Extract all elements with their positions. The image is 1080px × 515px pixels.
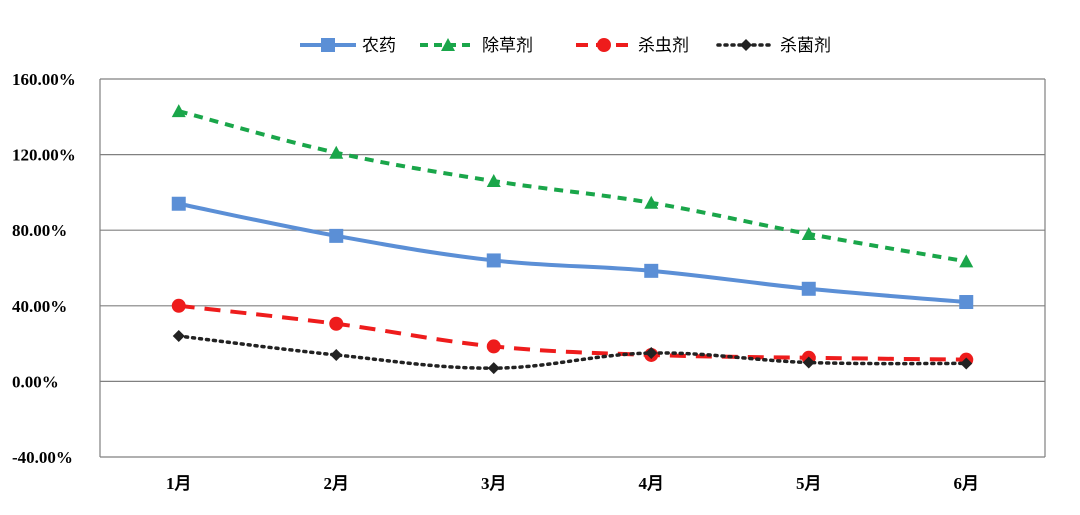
y-tick-label: 120.00% (12, 146, 76, 165)
legend-marker (597, 38, 611, 52)
data-point (960, 357, 973, 370)
data-point (172, 330, 185, 343)
data-point (801, 226, 816, 240)
legend-marker (740, 39, 752, 51)
series-group (171, 104, 974, 375)
data-point (171, 104, 186, 118)
legend-item: 农药 (300, 36, 396, 56)
series-2 (171, 104, 974, 268)
data-point (486, 339, 501, 354)
series-line (178, 303, 967, 362)
legend-label: 杀虫剂 (638, 36, 689, 56)
legend-label: 除草剂 (482, 36, 533, 56)
y-tick-label: 40.00% (12, 297, 67, 316)
y-tick-label: -40.00% (12, 448, 73, 467)
axes: -40.00% 0.00% 40.00% 80.00% 120.00% 160.00% 1月… (12, 70, 1046, 493)
data-point (802, 356, 815, 369)
legend-label: 杀菌剂 (780, 36, 831, 56)
x-tick-label: 1月 (166, 474, 192, 493)
x-tick-label: 5月 (796, 474, 822, 493)
legend-label: 农药 (362, 36, 396, 56)
data-point (486, 174, 501, 188)
x-tick-label: 6月 (954, 474, 980, 493)
y-tick-label: 160.00% (12, 70, 76, 89)
data-point (959, 254, 974, 268)
legend-marker (441, 38, 455, 51)
series-3 (171, 298, 974, 367)
series-4 (172, 330, 973, 375)
legend-marker (321, 38, 335, 52)
series-1 (171, 196, 974, 310)
data-point (801, 281, 816, 296)
series-line (178, 201, 967, 305)
data-point (330, 348, 343, 361)
data-point (329, 316, 344, 331)
legend-item: 杀菌剂 (716, 36, 831, 56)
data-point (487, 362, 500, 375)
data-point (644, 195, 659, 209)
data-point (645, 347, 658, 360)
data-point (171, 298, 186, 313)
data-point (959, 295, 974, 310)
series-line (178, 109, 967, 264)
legend: 农药 除草剂 杀虫剂 杀菌剂 (300, 36, 831, 56)
gridlines (100, 78, 1045, 458)
data-point (329, 228, 344, 243)
data-point (171, 196, 186, 211)
x-tick-label: 4月 (639, 474, 665, 493)
data-point (329, 145, 344, 159)
data-point (644, 263, 659, 278)
x-tick-label: 2月 (324, 474, 350, 493)
legend-item: 杀虫剂 (576, 36, 689, 56)
x-tick-label: 3月 (481, 474, 507, 493)
legend-item: 除草剂 (420, 36, 533, 56)
data-point (486, 253, 501, 268)
y-tick-label: 80.00% (12, 221, 67, 240)
series-line (177, 334, 968, 370)
y-tick-label: 0.00% (12, 372, 59, 391)
